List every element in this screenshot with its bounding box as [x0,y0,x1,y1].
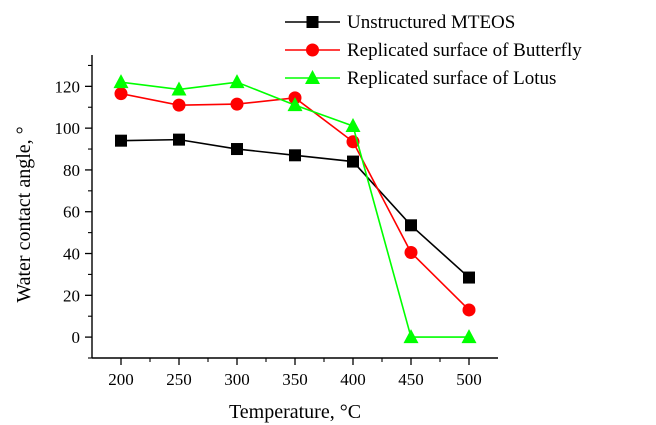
y-tick-label: 120 [55,77,81,96]
legend-marker [306,43,319,57]
data-point [172,98,186,112]
data-point [113,74,129,89]
legend-label: Replicated surface of Lotus [347,68,556,89]
data-point [462,303,476,317]
legend: Unstructured MTEOS Replicated surface of … [285,12,582,89]
data-point [463,271,475,284]
series-square [115,133,475,284]
legend-label: Replicated surface of Butterfly [347,40,582,61]
y-tick-label: 40 [63,245,80,264]
data-point [115,134,127,147]
data-point [173,133,185,146]
data-point [230,97,244,111]
data-point [231,143,243,156]
legend-item: Replicated surface of Butterfly [285,40,582,61]
y-axis-title: Water contact angle, ° [13,126,35,302]
legend-item: Unstructured MTEOS [285,12,515,33]
data-point [461,329,477,344]
legend-item: Replicated surface of Lotus [285,68,556,89]
data-series [113,74,477,344]
x-tick-label: 500 [456,370,482,389]
legend-label: Unstructured MTEOS [347,12,515,33]
data-point [345,118,361,133]
data-point [405,219,417,232]
data-point [171,81,187,96]
series-line [120,92,470,311]
legend-marker [305,70,320,84]
x-tick-label: 250 [166,370,192,389]
y-tick-label: 0 [72,328,81,347]
data-point [229,74,245,89]
x-axis-title: Temperature, °C [229,401,361,423]
data-point [114,87,128,101]
y-tick-label: 80 [63,161,80,180]
y-tick-label: 60 [63,203,80,222]
y-tick-label: 20 [63,286,80,305]
data-point [347,155,359,168]
data-point [403,329,419,344]
data-point [287,97,303,112]
x-tick-label: 300 [224,370,250,389]
series-line [120,81,469,338]
series-circle [114,87,476,317]
x-tick-label: 200 [108,370,134,389]
y-tick-label: 100 [55,119,81,138]
legend-marker [306,16,319,28]
x-tick-label: 450 [398,370,424,389]
series-triangle [113,74,477,344]
axis-ticks: 0 20 40 60 80 100 120 200 250 300 350 400 450 500 [55,64,482,389]
x-tick-label: 400 [340,370,366,389]
data-point [404,245,418,259]
x-tick-label: 350 [282,370,308,389]
data-point [289,149,301,162]
